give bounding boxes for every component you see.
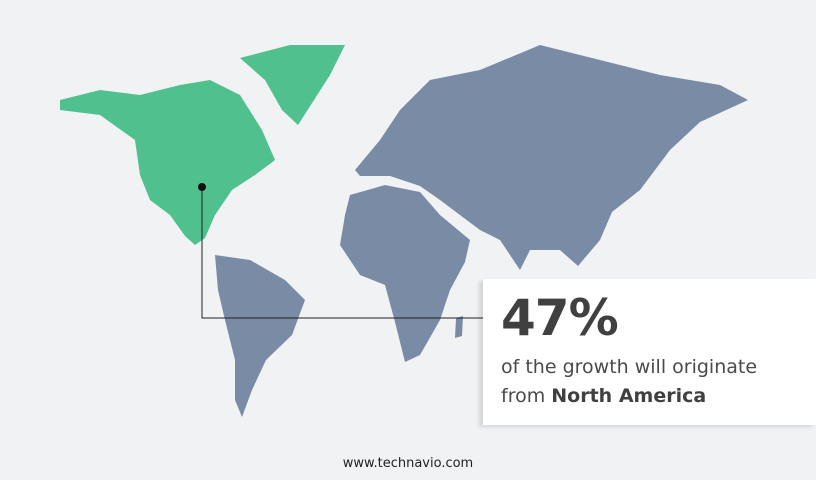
africa — [340, 185, 470, 362]
callout-region: North America — [551, 385, 707, 407]
callout-text-line1: of the growth will originate — [501, 356, 758, 378]
greenland — [240, 45, 345, 125]
callout-text-line2: from North America — [501, 385, 706, 407]
location-marker — [198, 183, 206, 191]
footer-url: www.technavio.com — [342, 456, 474, 471]
growth-percent: 47% — [501, 289, 619, 347]
madagascar — [455, 316, 463, 338]
connector-line — [201, 187, 483, 319]
north-america — [60, 45, 345, 245]
callout-prefix: from — [501, 385, 546, 407]
eurasia — [355, 45, 748, 270]
callout-box: 47% of the growth will originate from No… — [483, 279, 816, 425]
south-america — [215, 255, 305, 417]
